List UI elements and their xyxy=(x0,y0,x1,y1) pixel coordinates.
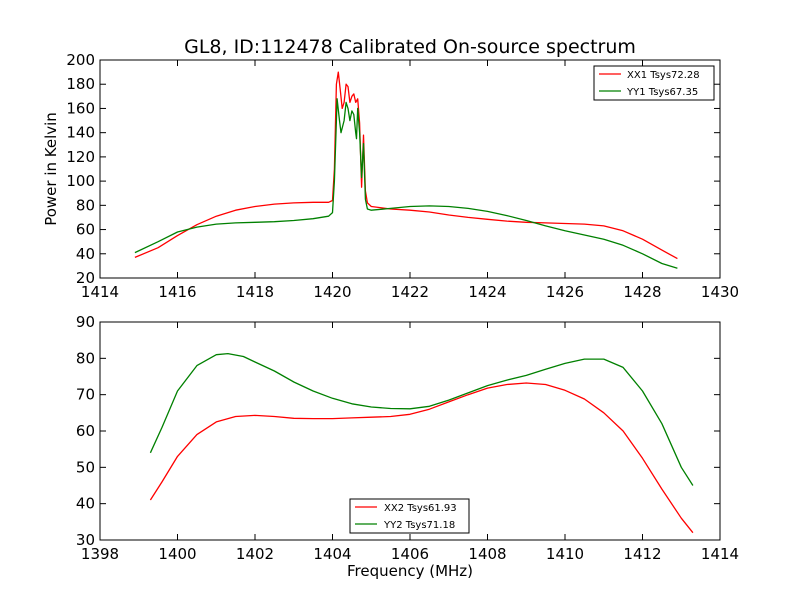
legend-label-xx1: XX1 Tsys72.28 xyxy=(627,70,700,81)
top-y-tick-label: 140 xyxy=(66,124,95,142)
series-line-xx2 xyxy=(149,382,694,534)
bottom-y-tick-label: 40 xyxy=(76,495,95,513)
top-legend: XX1 Tsys72.28 YY1 Tsys67.35 xyxy=(593,65,715,101)
top-y-tick-label: 160 xyxy=(66,99,95,117)
bottom-x-tick-label: 1400 xyxy=(158,545,196,563)
top-x-tick-label: 1428 xyxy=(623,283,661,301)
top-x-tick-label: 1418 xyxy=(236,283,274,301)
bottom-x-tick-label: 1402 xyxy=(236,545,274,563)
top-plot-area xyxy=(134,71,678,269)
bottom-x-tick-label: 1410 xyxy=(546,545,584,563)
top-y-tick-label: 120 xyxy=(66,148,95,166)
top-panel: GL8, ID:112478 Calibrated On-source spec… xyxy=(42,36,739,301)
series-line-yy2 xyxy=(149,352,694,486)
top-x-tick-label: 1430 xyxy=(701,283,739,301)
top-y-tick-label: 100 xyxy=(66,172,95,190)
top-x-tick-label: 1416 xyxy=(158,283,196,301)
bottom-y-tick-label: 80 xyxy=(76,349,95,367)
bottom-y-tick-label: 70 xyxy=(76,386,95,404)
bottom-y-tick-label: 90 xyxy=(76,313,95,331)
bottom-y-tick-label: 50 xyxy=(76,458,95,476)
top-x-tick-label: 1426 xyxy=(546,283,584,301)
top-x-tick-label: 1424 xyxy=(468,283,506,301)
bottom-legend-box xyxy=(349,498,470,534)
series-line-yy1 xyxy=(134,98,678,269)
bottom-x-axis-label: Frequency (MHz) xyxy=(347,562,473,580)
top-chart-title: GL8, ID:112478 Calibrated On-source spec… xyxy=(184,36,636,58)
top-x-tick-label: 1414 xyxy=(81,283,119,301)
legend-label-yy1: YY1 Tsys67.35 xyxy=(626,87,698,98)
top-y-tick-label: 40 xyxy=(76,245,95,263)
top-y-tick-label: 200 xyxy=(66,51,95,69)
bottom-x-tick-label: 1414 xyxy=(701,545,739,563)
bottom-x-tick-label: 1404 xyxy=(313,545,351,563)
legend-label-xx2: XX2 Tsys61.93 xyxy=(384,503,457,514)
bottom-x-tick-label: 1398 xyxy=(81,545,119,563)
bottom-x-tick-label: 1406 xyxy=(391,545,429,563)
bottom-x-tick-label: 1412 xyxy=(623,545,661,563)
top-y-tick-label: 20 xyxy=(76,269,95,287)
bottom-panel: Frequency (MHz) XX2 Tsys61.93 YY2 Tsys71… xyxy=(76,313,739,580)
top-legend-box xyxy=(593,65,715,101)
bottom-y-tick-label: 60 xyxy=(76,422,95,440)
top-y-axis-label: Power in Kelvin xyxy=(42,112,60,226)
top-x-tick-label: 1422 xyxy=(391,283,429,301)
top-y-tick-label: 180 xyxy=(66,75,95,93)
bottom-y-tick-label: 30 xyxy=(76,531,95,549)
top-y-tick-label: 80 xyxy=(76,196,95,214)
legend-label-yy2: YY2 Tsys71.18 xyxy=(383,520,455,531)
bottom-legend: XX2 Tsys61.93 YY2 Tsys71.18 xyxy=(349,498,470,534)
top-x-tick-label: 1420 xyxy=(313,283,351,301)
bottom-x-tick-label: 1408 xyxy=(468,545,506,563)
top-y-tick-label: 60 xyxy=(76,221,95,239)
bottom-plot-area xyxy=(149,352,694,534)
